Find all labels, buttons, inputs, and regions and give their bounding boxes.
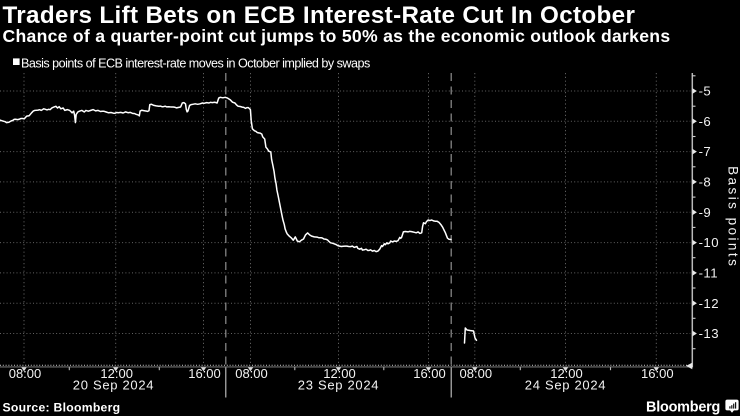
- svg-text:Traders Lift Bets on ECB Inter: Traders Lift Bets on ECB Interest-Rate C…: [3, 2, 636, 29]
- svg-text:08:00: 08:00: [9, 366, 42, 381]
- svg-text:-5: -5: [699, 84, 712, 99]
- svg-text:08:00: 08:00: [235, 366, 268, 381]
- svg-text:-13: -13: [699, 326, 719, 341]
- svg-text:-11: -11: [699, 266, 718, 281]
- svg-text:-7: -7: [699, 144, 712, 159]
- svg-text:24 Sep 2024: 24 Sep 2024: [525, 377, 606, 392]
- svg-text:12:00: 12:00: [100, 366, 133, 381]
- svg-text:-10: -10: [699, 235, 719, 250]
- svg-text:-8: -8: [699, 175, 712, 190]
- svg-text:20 Sep 2024: 20 Sep 2024: [73, 377, 154, 392]
- svg-text:12:00: 12:00: [550, 366, 583, 381]
- svg-text:16:00: 16:00: [188, 366, 221, 381]
- svg-text:Basis points of ECB interest-r: Basis points of ECB interest-rate moves …: [21, 56, 370, 70]
- svg-text:Source: Bloomberg: Source: Bloomberg: [3, 401, 121, 415]
- svg-text:16:00: 16:00: [413, 366, 446, 381]
- svg-text:23 Sep 2024: 23 Sep 2024: [298, 377, 379, 392]
- svg-text:08:00: 08:00: [460, 366, 493, 381]
- svg-text:-12: -12: [699, 296, 719, 311]
- svg-text:16:00: 16:00: [641, 366, 674, 381]
- svg-text:Chance of a quarter-point cut: Chance of a quarter-point cut jumps to 5…: [3, 26, 671, 46]
- svg-text:12:00: 12:00: [323, 366, 356, 381]
- svg-text:Bloomberg: Bloomberg: [646, 400, 720, 416]
- svg-text:-6: -6: [699, 114, 712, 129]
- svg-text:Basis points: Basis points: [725, 166, 740, 268]
- svg-text:-9: -9: [699, 205, 712, 220]
